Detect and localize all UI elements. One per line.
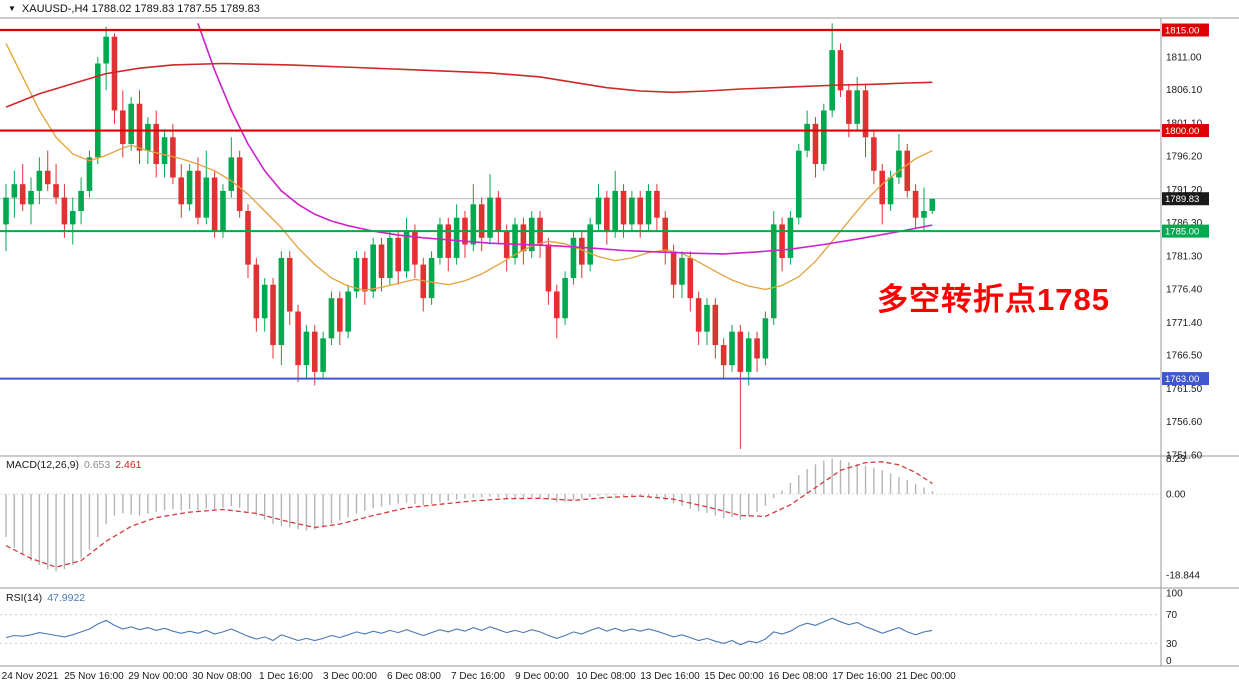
svg-text:1815.00: 1815.00 bbox=[1165, 26, 1199, 37]
svg-text:1781.30: 1781.30 bbox=[1166, 251, 1203, 262]
svg-text:70: 70 bbox=[1166, 610, 1178, 621]
svg-text:17 Dec 16:00: 17 Dec 16:00 bbox=[832, 671, 892, 682]
svg-text:1756.60: 1756.60 bbox=[1166, 417, 1203, 428]
price-badge bbox=[1162, 192, 1209, 206]
macd-main-value: 0.653 bbox=[83, 459, 111, 471]
macd-signal-value: 2.461 bbox=[115, 459, 142, 471]
chart-title-bar: ▼ XAUUSD-,H4 1788.02 1789.83 1787.55 178… bbox=[0, 0, 1168, 18]
rsi-name: RSI(14) bbox=[6, 592, 43, 604]
svg-text:1 Dec 16:00: 1 Dec 16:00 bbox=[259, 671, 313, 682]
svg-text:15 Dec 00:00: 15 Dec 00:00 bbox=[704, 671, 764, 682]
candles-layer bbox=[3, 23, 936, 449]
svg-text:1761.50: 1761.50 bbox=[1166, 384, 1203, 395]
annotation-text[interactable]: 多空转折点1785 bbox=[877, 282, 1110, 317]
macd-layer bbox=[0, 458, 1160, 572]
svg-text:1776.40: 1776.40 bbox=[1166, 284, 1203, 295]
price-badge bbox=[1162, 124, 1209, 138]
rsi-value: 47.9922 bbox=[47, 592, 86, 604]
svg-text:1789.83: 1789.83 bbox=[1165, 194, 1199, 205]
horizontal-lines-layer[interactable] bbox=[0, 28, 1160, 380]
svg-text:-18.844: -18.844 bbox=[1166, 571, 1200, 582]
price-badge bbox=[1162, 224, 1209, 238]
symbol-marker-icon: ▼ bbox=[8, 4, 16, 13]
svg-text:21 Dec 00:00: 21 Dec 00:00 bbox=[896, 671, 956, 682]
main-chart-layer bbox=[0, 23, 1160, 449]
svg-text:0.00: 0.00 bbox=[1166, 490, 1186, 501]
svg-text:0: 0 bbox=[1166, 656, 1172, 667]
svg-text:1786.30: 1786.30 bbox=[1166, 218, 1203, 229]
svg-text:1796.20: 1796.20 bbox=[1166, 152, 1203, 163]
svg-text:25 Nov 16:00: 25 Nov 16:00 bbox=[64, 671, 124, 682]
svg-text:1766.50: 1766.50 bbox=[1166, 351, 1203, 362]
svg-text:1771.40: 1771.40 bbox=[1166, 318, 1203, 329]
svg-text:1811.00: 1811.00 bbox=[1166, 52, 1202, 63]
svg-text:6 Dec 08:00: 6 Dec 08:00 bbox=[387, 671, 441, 682]
macd-name: MACD(12,26,9) bbox=[6, 459, 79, 471]
svg-text:8.23: 8.23 bbox=[1166, 454, 1186, 465]
svg-text:1751.60: 1751.60 bbox=[1166, 451, 1203, 462]
svg-text:29 Nov 00:00: 29 Nov 00:00 bbox=[128, 671, 188, 682]
svg-text:10 Dec 08:00: 10 Dec 08:00 bbox=[576, 671, 636, 682]
price-badge bbox=[1162, 372, 1209, 386]
svg-text:3 Dec 00:00: 3 Dec 00:00 bbox=[323, 671, 377, 682]
macd-indicator-label: MACD(12,26,9) 0.653 2.461 bbox=[6, 459, 142, 471]
symbol-ohlc-title: XAUUSD-,H4 1788.02 1789.83 1787.55 1789.… bbox=[21, 3, 260, 15]
svg-text:1785.00: 1785.00 bbox=[1165, 227, 1199, 238]
svg-text:30: 30 bbox=[1166, 639, 1178, 650]
svg-text:13 Dec 16:00: 13 Dec 16:00 bbox=[640, 671, 700, 682]
svg-text:9 Dec 00:00: 9 Dec 00:00 bbox=[515, 671, 569, 682]
price-badge bbox=[1162, 23, 1209, 37]
svg-text:7 Dec 16:00: 7 Dec 16:00 bbox=[451, 671, 505, 682]
svg-text:1791.20: 1791.20 bbox=[1166, 185, 1203, 196]
rsi-layer bbox=[0, 614, 1160, 646]
rsi-indicator-label: RSI(14) 47.9922 bbox=[6, 592, 85, 604]
svg-text:1806.10: 1806.10 bbox=[1166, 85, 1203, 96]
time-scale[interactable]: 24 Nov 2021 25 Nov 16:00 29 Nov 00:00 30 No… bbox=[2, 671, 957, 682]
svg-text:30 Nov 08:00: 30 Nov 08:00 bbox=[192, 671, 252, 682]
svg-text:24 Nov 2021: 24 Nov 2021 bbox=[2, 671, 59, 682]
svg-text:100: 100 bbox=[1166, 589, 1183, 600]
svg-text:1763.00: 1763.00 bbox=[1165, 374, 1199, 385]
svg-text:16 Dec 08:00: 16 Dec 08:00 bbox=[768, 671, 828, 682]
price-scale[interactable]: 1811.001806.101801.101796.201791.201786.… bbox=[1162, 23, 1209, 668]
svg-text:1800.00: 1800.00 bbox=[1165, 126, 1199, 137]
